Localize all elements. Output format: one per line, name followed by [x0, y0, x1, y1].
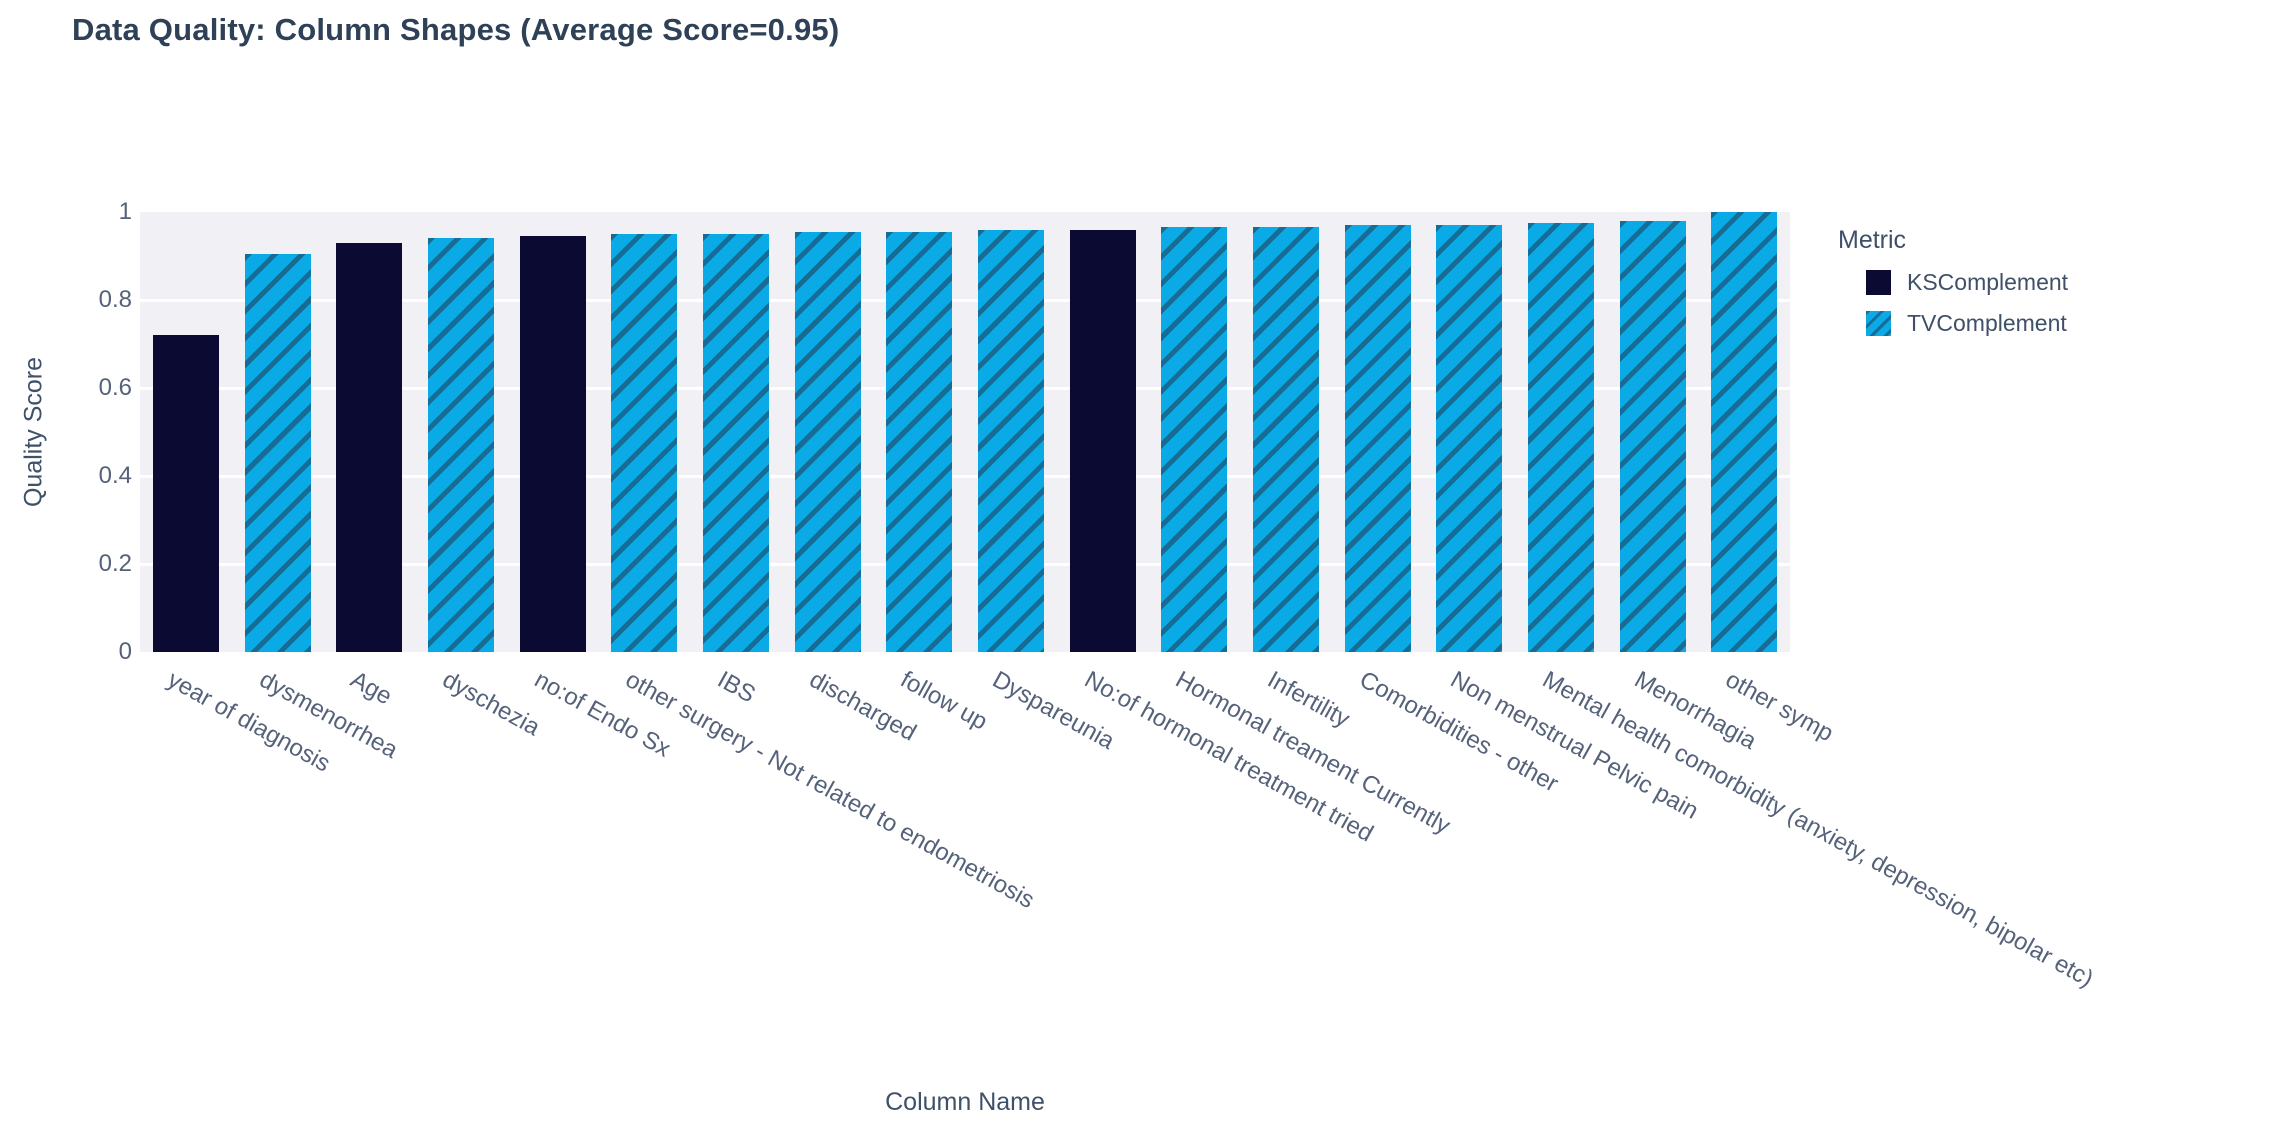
y-tick-label: 1 — [118, 198, 132, 225]
y-axis-title: Quality Score — [19, 356, 48, 508]
x-tick-label: Age — [345, 666, 397, 711]
y-tick-label: 0.2 — [98, 550, 132, 577]
y-tick-label: 0.4 — [98, 462, 132, 489]
bar-other-surgery-not-related-to-endometriosis[interactable] — [611, 234, 677, 652]
bar-non-menstrual-pelvic-pain[interactable] — [1436, 225, 1502, 652]
bar-dysmenorrhea[interactable] — [245, 253, 311, 652]
bar-year-of-diagnosis[interactable] — [153, 335, 219, 652]
bar-comorbidities-other[interactable] — [1345, 225, 1411, 652]
bar-follow-up[interactable] — [886, 231, 952, 652]
bar-mental-health-comorbidity-anxiety-depression-bipolar-etc[interactable] — [1528, 223, 1594, 652]
bar-no-of-endo-sx[interactable] — [520, 236, 586, 652]
gridline — [140, 387, 1790, 390]
gridline — [140, 475, 1790, 478]
y-tick-label: 0.8 — [98, 286, 132, 313]
bar-dyschezia[interactable] — [428, 238, 494, 652]
bar-infertility[interactable] — [1253, 227, 1319, 652]
legend-label-kscomplement: KSComplement — [1907, 269, 2069, 295]
bar-age[interactable] — [336, 242, 402, 652]
bar-hormonal-treament-currently[interactable] — [1161, 227, 1227, 652]
tvcomplement-swatch-icon — [1866, 311, 1891, 336]
y-tick-label: 0 — [118, 638, 132, 665]
bar-discharged[interactable] — [795, 231, 861, 652]
legend-item-tvcomplement[interactable]: TVComplement — [1866, 310, 2068, 337]
x-axis-title: Column Name — [885, 1088, 1045, 1116]
bar-dyspareunia[interactable] — [978, 229, 1044, 652]
bar-other-symp[interactable] — [1711, 212, 1777, 652]
x-tick-label: IBS — [712, 666, 760, 709]
legend-title: Metric — [1838, 226, 1907, 254]
bar-menorrhagia[interactable] — [1620, 220, 1686, 652]
legend-item-kscomplement[interactable]: KSComplement — [1866, 269, 2068, 296]
x-tick-label: dyschezia — [437, 666, 545, 742]
legend: Metric KSComplement TVComplement — [1838, 226, 2068, 351]
bar-no-of-hormonal-treatment-tried[interactable] — [1070, 229, 1136, 652]
bar-ibs[interactable] — [703, 234, 769, 652]
plot-area-background — [140, 212, 1790, 652]
y-tick-label: 0.6 — [98, 374, 132, 401]
gridline — [140, 299, 1790, 302]
x-tick-label: year of diagnosis — [162, 666, 335, 778]
chart-title: Data Quality: Column Shapes (Average Sco… — [72, 12, 840, 47]
kscomplement-swatch-icon — [1866, 270, 1891, 295]
legend-label-tvcomplement: TVComplement — [1907, 310, 2067, 336]
gridline — [140, 563, 1790, 566]
